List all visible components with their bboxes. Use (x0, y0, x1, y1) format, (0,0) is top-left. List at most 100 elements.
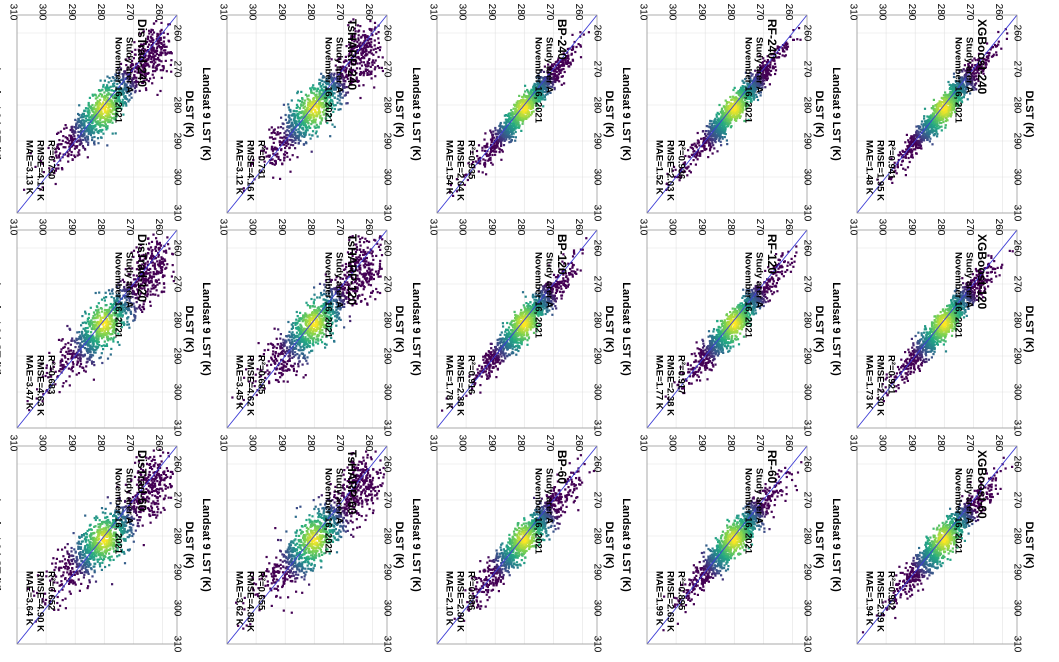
scatter-point (88, 96, 91, 99)
scatter-point (144, 277, 147, 280)
scatter-point (79, 362, 83, 366)
scatter-point (84, 130, 87, 133)
scatter-point (304, 124, 307, 127)
scatter-point (150, 502, 153, 505)
scatter-point (319, 82, 322, 85)
scatter-point (155, 273, 158, 276)
scatter-point (58, 156, 61, 159)
scatter-point (78, 149, 81, 152)
scatter-point (277, 126, 280, 129)
scatter-point (101, 361, 104, 365)
scatter-point (106, 338, 109, 341)
scatter-point (159, 36, 162, 40)
scatter-point (152, 233, 155, 236)
scatter-point (272, 131, 275, 134)
scatter-point (71, 158, 74, 161)
scatter-point (126, 293, 129, 296)
scatter-point (83, 147, 87, 151)
scatter-point (159, 89, 162, 93)
scatter-point (102, 116, 106, 119)
scatter-point (155, 52, 158, 56)
scatter-point (96, 130, 99, 133)
scatter-point (96, 536, 99, 539)
scatter-point (107, 557, 110, 560)
scatter-point (56, 548, 60, 551)
scatter-point (91, 575, 94, 578)
scatter-point (136, 280, 139, 283)
scatter-point (93, 313, 96, 316)
scatter-point (101, 561, 104, 564)
scatter-point (124, 96, 128, 99)
scatter-point (74, 127, 78, 130)
scatter-point (87, 330, 90, 333)
scatter-point (118, 105, 121, 109)
scatter-point (107, 548, 110, 552)
scatter-point (111, 85, 114, 88)
scatter-point (68, 149, 71, 152)
scatter-point (139, 70, 142, 73)
scatter-point (104, 117, 108, 120)
scatter-point (80, 535, 83, 538)
scatter-point (158, 37, 161, 40)
y-tick-label: 260 (153, 4, 164, 21)
scatter-point (88, 111, 91, 114)
scatter-point (362, 74, 365, 77)
scatter-point (95, 101, 98, 104)
scatter-point (105, 526, 108, 529)
scatter-point (84, 546, 87, 549)
scatter-point (129, 65, 133, 68)
scatter-point (364, 69, 368, 72)
scatter-point (149, 35, 152, 38)
scatter-point (113, 85, 116, 88)
scatter-point (103, 296, 106, 299)
scatter-point (143, 73, 146, 76)
scatter-point (112, 101, 115, 104)
scatter-point (106, 144, 109, 147)
scatter-point (83, 124, 86, 127)
scatter-point (311, 91, 314, 94)
scatter-point (368, 38, 371, 41)
scatter-point (149, 30, 152, 33)
scatter-point (72, 581, 75, 584)
scatter-point (164, 51, 167, 54)
scatter-point (90, 534, 93, 537)
scatter-point (94, 291, 97, 295)
scatter-point (118, 73, 121, 76)
x-tick-label: 300 (172, 600, 183, 617)
scatter-point (160, 271, 163, 274)
scatter-point (65, 126, 68, 129)
scatter-point (152, 64, 155, 67)
scatter-point (155, 237, 158, 240)
scatter-point (98, 103, 101, 106)
scatter-point (58, 566, 61, 569)
scatter-point (136, 68, 139, 71)
scatter-point (107, 109, 110, 112)
y-tick-label: 270 (124, 219, 135, 236)
scatter-point (88, 123, 92, 126)
scatter-point (99, 356, 102, 359)
scatter-point (92, 317, 96, 320)
scatter-point (156, 514, 159, 517)
scatter-point (99, 129, 102, 132)
x-tick-label: 260 (382, 25, 393, 42)
scatter-point (147, 280, 150, 284)
scatter-point (156, 63, 160, 67)
scatter-point (273, 128, 276, 131)
scatter-point (52, 557, 55, 560)
scatter-point (41, 375, 44, 378)
scatter-point (154, 489, 157, 492)
y-tick-label: 290 (66, 435, 77, 452)
scatter-point (109, 85, 112, 88)
scatter-point (105, 99, 108, 102)
x-tick-label: 290 (172, 564, 183, 581)
scatter-point (150, 277, 153, 280)
scatter-point (114, 96, 117, 100)
scatter-point (373, 39, 376, 42)
scatter-point (162, 36, 166, 39)
scatter-point (77, 345, 81, 348)
scatter-point (154, 249, 157, 252)
scatter-point (293, 136, 296, 140)
scatter-point (162, 31, 165, 34)
scatter-point (158, 41, 161, 44)
scatter-point (306, 129, 309, 132)
